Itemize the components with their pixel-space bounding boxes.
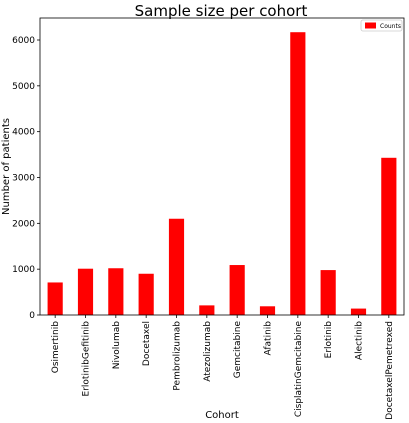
bar-afatinib xyxy=(259,306,276,315)
x-axis: Osimertinib ErlotinibGefitinib Nivolumab Do… xyxy=(51,315,395,420)
y-tick-label: 5000 xyxy=(12,82,35,92)
y-tick-label: 1000 xyxy=(12,265,35,275)
legend: Counts xyxy=(360,19,403,32)
bar-alectinib xyxy=(350,308,367,315)
bar-pembrolizumab xyxy=(168,218,185,315)
bar-gemcitabine xyxy=(229,265,245,315)
y-tick-label: 0 xyxy=(29,311,35,321)
y-axis: 0 1000 2000 3000 4000 5000 6000 xyxy=(12,36,40,321)
legend-swatch-counts xyxy=(365,22,376,29)
x-tick-label: Erlotinib xyxy=(324,321,334,359)
plot-frame xyxy=(39,17,405,316)
bar-atezolizumab xyxy=(199,305,215,315)
y-tick-label: 6000 xyxy=(12,36,35,46)
bar-erlotinib xyxy=(320,270,336,315)
x-tick-label: ErlotinibGefitinib xyxy=(82,321,92,397)
x-tick-label: Pembrolizumab xyxy=(173,321,183,391)
x-tick-label: DocetaxelPemetrexed xyxy=(385,321,395,420)
x-tick-label: Docetaxel xyxy=(142,321,152,366)
x-tick-label: Atezolizumab xyxy=(203,321,213,382)
x-tick-label: CisplatinGemcitabine xyxy=(294,321,304,418)
x-tick-label: Nivolumab xyxy=(112,321,122,370)
bar-docetaxelpemetrexed xyxy=(381,157,397,315)
x-tick-label: Gemcitabine xyxy=(233,321,243,379)
x-tick-label: Alectinib xyxy=(355,321,365,360)
bar-docetaxel xyxy=(138,273,154,315)
x-tick-label: Osimertinib xyxy=(51,321,61,374)
x-tick-label: Afatinib xyxy=(264,321,274,356)
y-tick-label: 3000 xyxy=(12,174,35,184)
y-tick-label: 2000 xyxy=(12,219,35,229)
x-axis-label: Cohort xyxy=(205,410,239,421)
bar-nivolumab xyxy=(108,268,124,315)
y-axis-label: Number of patients xyxy=(1,118,12,215)
bar-osimertinib xyxy=(47,282,63,315)
legend-label-counts: Counts xyxy=(380,23,401,30)
bar-cisplatingemcitabine xyxy=(290,32,306,315)
bars-group xyxy=(47,32,397,315)
bar-erlotinibgefitinib xyxy=(77,268,94,315)
chart-title: Sample size per cohort xyxy=(135,2,308,20)
y-tick-label: 4000 xyxy=(12,128,35,138)
